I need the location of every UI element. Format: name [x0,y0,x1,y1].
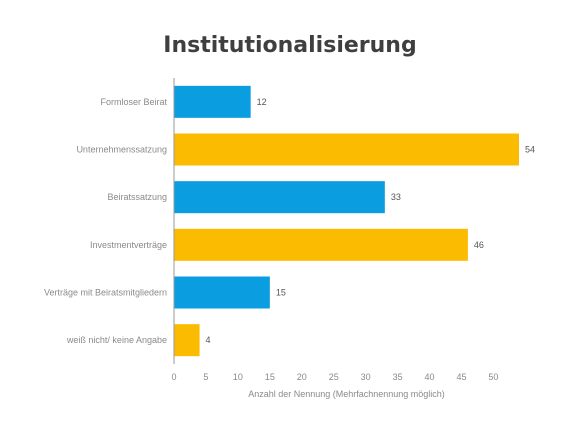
value-label: 54 [525,145,535,155]
value-label: 33 [391,192,401,202]
x-tick-label: 50 [488,372,498,382]
bar [174,85,251,118]
x-tick-label: 0 [171,372,176,382]
bar [174,228,468,261]
category-label: Beiratssatzung [107,192,167,202]
category-label: Formloser Beirat [100,97,167,107]
value-labels-group: 12 54 33 46 15 4 [206,97,535,345]
category-label: Verträge mit Beiratsmitgliedern [44,288,167,298]
category-labels-group: Formloser Beirat Unternehmenssatzung Beira… [44,97,168,345]
value-label: 15 [276,288,286,298]
x-tick-label: 10 [233,372,243,382]
bar [174,181,385,214]
chart-title: Institutionalisierung [163,33,417,58]
x-tick-label: 5 [203,372,208,382]
x-tick-label: 25 [329,372,339,382]
x-tick-label: 15 [265,372,275,382]
x-tick-label: 20 [297,372,307,382]
x-axis-title: Anzahl der Nennung (Mehrfachnennung mögl… [248,389,445,399]
category-label: weiß nicht/ keine Angabe [66,335,167,345]
bars-group [174,85,519,357]
bar [174,276,270,309]
x-tick-label: 35 [393,372,403,382]
value-label: 12 [257,97,267,107]
x-tick-label: 30 [361,372,371,382]
x-tick-label: 45 [456,372,466,382]
value-label: 4 [206,335,211,345]
value-label: 46 [474,240,484,250]
category-label: Unternehmenssatzung [76,145,167,155]
category-label: Investmentverträge [90,240,167,250]
x-ticks-group: 0 5 10 15 20 25 30 35 40 45 50 [171,372,498,382]
x-tick-label: 40 [425,372,435,382]
bar [174,324,200,357]
bar [174,133,519,166]
